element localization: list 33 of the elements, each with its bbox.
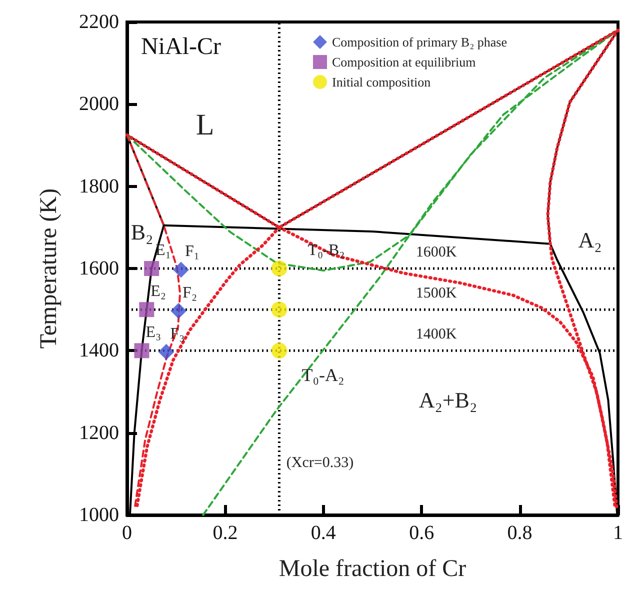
annotation: E₂ [150,283,166,300]
x-tick-label: 1 [613,522,623,544]
y-axis-title: Temperature (K) [36,188,62,349]
annotation: (Xcr=0.33) [286,455,354,471]
x-axis-title: Mole fraction of Cr [278,556,466,582]
text: NiAl-Cr [141,34,221,60]
x-tick-label: 0.2 [212,522,238,544]
annotation: F₂ [182,284,198,302]
y-tick-label: 1800 [79,175,119,198]
x-tick-label: 0 [122,522,132,544]
x-tick-label: 0.6 [409,522,434,544]
y-tick-label: 1200 [79,422,119,444]
ref-line-label: 1400K [416,326,457,343]
annotation: F₃ [170,325,185,342]
legend-label: Composition of primary B₂ phase [332,34,508,50]
annotation: E₃ [146,324,162,342]
legend-label: Composition at equilibrium [332,54,476,70]
annotation: A₂ [578,228,602,252]
y-tick-label: 2200 [79,11,119,33]
y-tick-label: 1000 [79,504,119,526]
y-tick-label: 2000 [79,93,119,116]
annotation: B₂ [130,220,154,244]
legend-label: Initial composition [332,74,432,90]
annotation: A₂+B₂ [418,388,478,412]
annotation: F₁ [185,243,200,260]
ref-line-label: 1500K [416,286,457,302]
x-tick-label: 0.8 [507,522,532,544]
annotation: L [196,108,214,142]
annotation: T₀-A₂ [302,365,344,385]
ref-line-label: 1600K [416,244,457,260]
y-tick-label: 1600 [79,258,119,280]
y-tick-label: 1400 [79,340,119,362]
x-tick-label: 0.4 [310,522,336,544]
